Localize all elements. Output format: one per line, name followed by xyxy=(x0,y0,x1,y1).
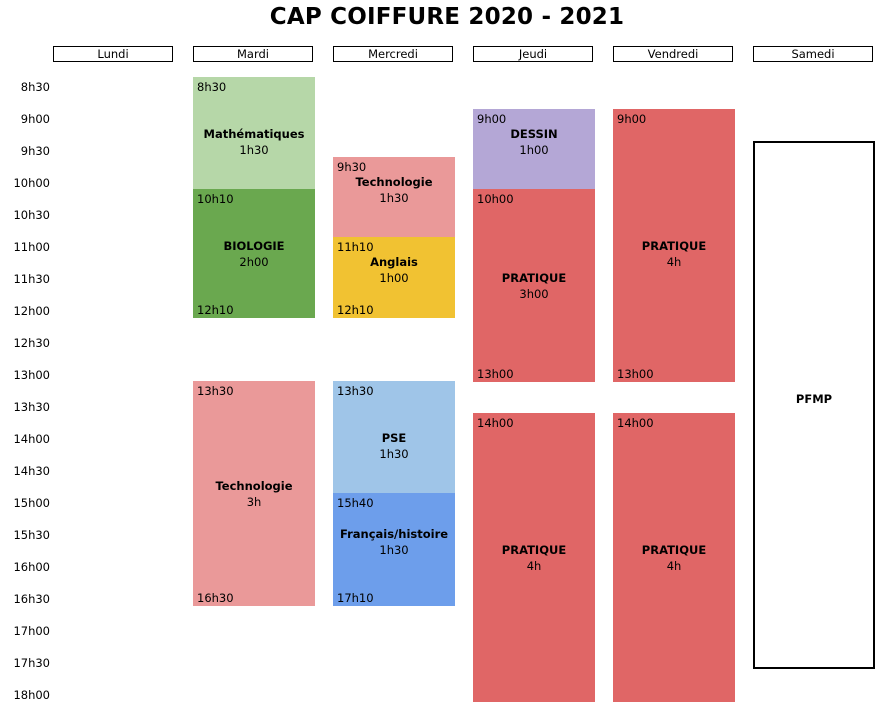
course-title: PRATIQUE xyxy=(641,239,707,253)
time-label: 10h00 xyxy=(13,176,50,190)
course-title: Technologie xyxy=(355,175,433,189)
course-duration: 4h xyxy=(666,255,682,269)
time-label: 10h30 xyxy=(13,208,50,222)
course-start-time: 9h00 xyxy=(617,112,647,126)
course-duration: 1h30 xyxy=(379,447,409,461)
time-label: 15h00 xyxy=(13,496,50,510)
course-start-time: 13h30 xyxy=(197,384,234,398)
time-label: 13h30 xyxy=(13,400,50,414)
time-label: 8h30 xyxy=(20,80,50,94)
time-label: 11h00 xyxy=(13,240,50,254)
course-end-time: 12h10 xyxy=(197,303,234,317)
course-duration: 4h xyxy=(526,559,542,573)
course-block-francais-histoire[interactable]: 15h40 Français/histoire 1h30 17h10 xyxy=(333,493,455,606)
course-duration: 1h00 xyxy=(379,271,409,285)
time-label: 12h00 xyxy=(13,304,50,318)
time-label: 15h30 xyxy=(13,528,50,542)
course-start-time: 14h00 xyxy=(477,416,514,430)
course-start-time: 14h00 xyxy=(617,416,654,430)
time-label: 9h00 xyxy=(20,112,50,126)
day-header-mardi: Mardi xyxy=(193,46,313,62)
time-label: 17h30 xyxy=(13,656,50,670)
day-header-jeudi: Jeudi xyxy=(473,46,593,62)
course-end-time: 16h30 xyxy=(197,591,234,605)
course-block-dessin[interactable]: 9h00 DESSIN 1h00 xyxy=(473,109,595,189)
course-start-time: 9h30 xyxy=(337,160,367,174)
course-duration: 3h00 xyxy=(519,287,549,301)
course-block-pse[interactable]: 13h30 PSE 1h30 xyxy=(333,381,455,493)
course-title: DESSIN xyxy=(510,127,558,141)
course-duration: 4h xyxy=(666,559,682,573)
course-block-pratique[interactable]: 10h00 PRATIQUE 3h00 13h00 xyxy=(473,189,595,382)
day-header-vendredi: Vendredi xyxy=(613,46,733,62)
course-start-time: 9h00 xyxy=(477,112,507,126)
course-title: Anglais xyxy=(370,255,418,269)
time-label: 12h30 xyxy=(13,336,50,350)
course-start-time: 10h00 xyxy=(477,192,514,206)
time-label: 14h00 xyxy=(13,432,50,446)
course-block-technologie[interactable]: 9h30 Technologie 1h30 xyxy=(333,157,455,237)
course-duration: 3h xyxy=(246,495,262,509)
time-label: 13h00 xyxy=(13,368,50,382)
day-header-samedi: Samedi xyxy=(753,46,873,62)
page-title: CAP COIFFURE 2020 - 2021 xyxy=(269,4,625,30)
day-header-mercredi: Mercredi xyxy=(333,46,453,62)
course-end-time: 12h10 xyxy=(337,303,374,317)
course-block-pratique[interactable]: 9h00 PRATIQUE 4h 13h00 xyxy=(613,109,735,382)
course-duration: 1h00 xyxy=(519,143,549,157)
day-header-lundi: Lundi xyxy=(53,46,173,62)
course-title: PFMP xyxy=(795,392,833,406)
course-end-time: 13h00 xyxy=(477,367,514,381)
time-label: 14h30 xyxy=(13,464,50,478)
course-end-time: 17h10 xyxy=(337,591,374,605)
course-block-technologie[interactable]: 13h30 Technologie 3h 16h30 xyxy=(193,381,315,606)
course-block-biologie[interactable]: 10h10 BIOLOGIE 2h00 12h10 xyxy=(193,189,315,318)
course-duration: 1h30 xyxy=(379,543,409,557)
time-label: 9h30 xyxy=(20,144,50,158)
course-block-anglais[interactable]: 11h10 Anglais 1h00 12h10 xyxy=(333,237,455,318)
course-title: PRATIQUE xyxy=(641,543,707,557)
course-block-mathematiques[interactable]: 8h30 Mathématiques 1h30 xyxy=(193,77,315,189)
time-label: 16h30 xyxy=(13,592,50,606)
course-title: BIOLOGIE xyxy=(223,239,285,253)
course-title: PRATIQUE xyxy=(501,543,567,557)
time-label: 18h00 xyxy=(13,688,50,702)
course-block-pratique[interactable]: 14h00 PRATIQUE 4h xyxy=(613,413,735,702)
course-start-time: 8h30 xyxy=(197,80,227,94)
course-duration: 1h30 xyxy=(379,191,409,205)
course-block-pratique[interactable]: 14h00 PRATIQUE 4h xyxy=(473,413,595,702)
course-title: PSE xyxy=(381,431,407,445)
course-title: Mathématiques xyxy=(203,127,305,141)
course-start-time: 15h40 xyxy=(337,496,374,510)
course-start-time: 13h30 xyxy=(337,384,374,398)
course-end-time: 13h00 xyxy=(617,367,654,381)
time-label: 17h00 xyxy=(13,624,50,638)
course-duration: 2h00 xyxy=(239,255,269,269)
course-duration: 1h30 xyxy=(239,143,269,157)
course-start-time: 11h10 xyxy=(337,240,374,254)
course-title: Français/histoire xyxy=(339,527,449,541)
course-start-time: 10h10 xyxy=(197,192,234,206)
time-label: 11h30 xyxy=(13,272,50,286)
course-block-pfmp[interactable]: PFMP xyxy=(753,141,875,669)
time-label: 16h00 xyxy=(13,560,50,574)
course-title: Technologie xyxy=(215,479,293,493)
course-title: PRATIQUE xyxy=(501,271,567,285)
